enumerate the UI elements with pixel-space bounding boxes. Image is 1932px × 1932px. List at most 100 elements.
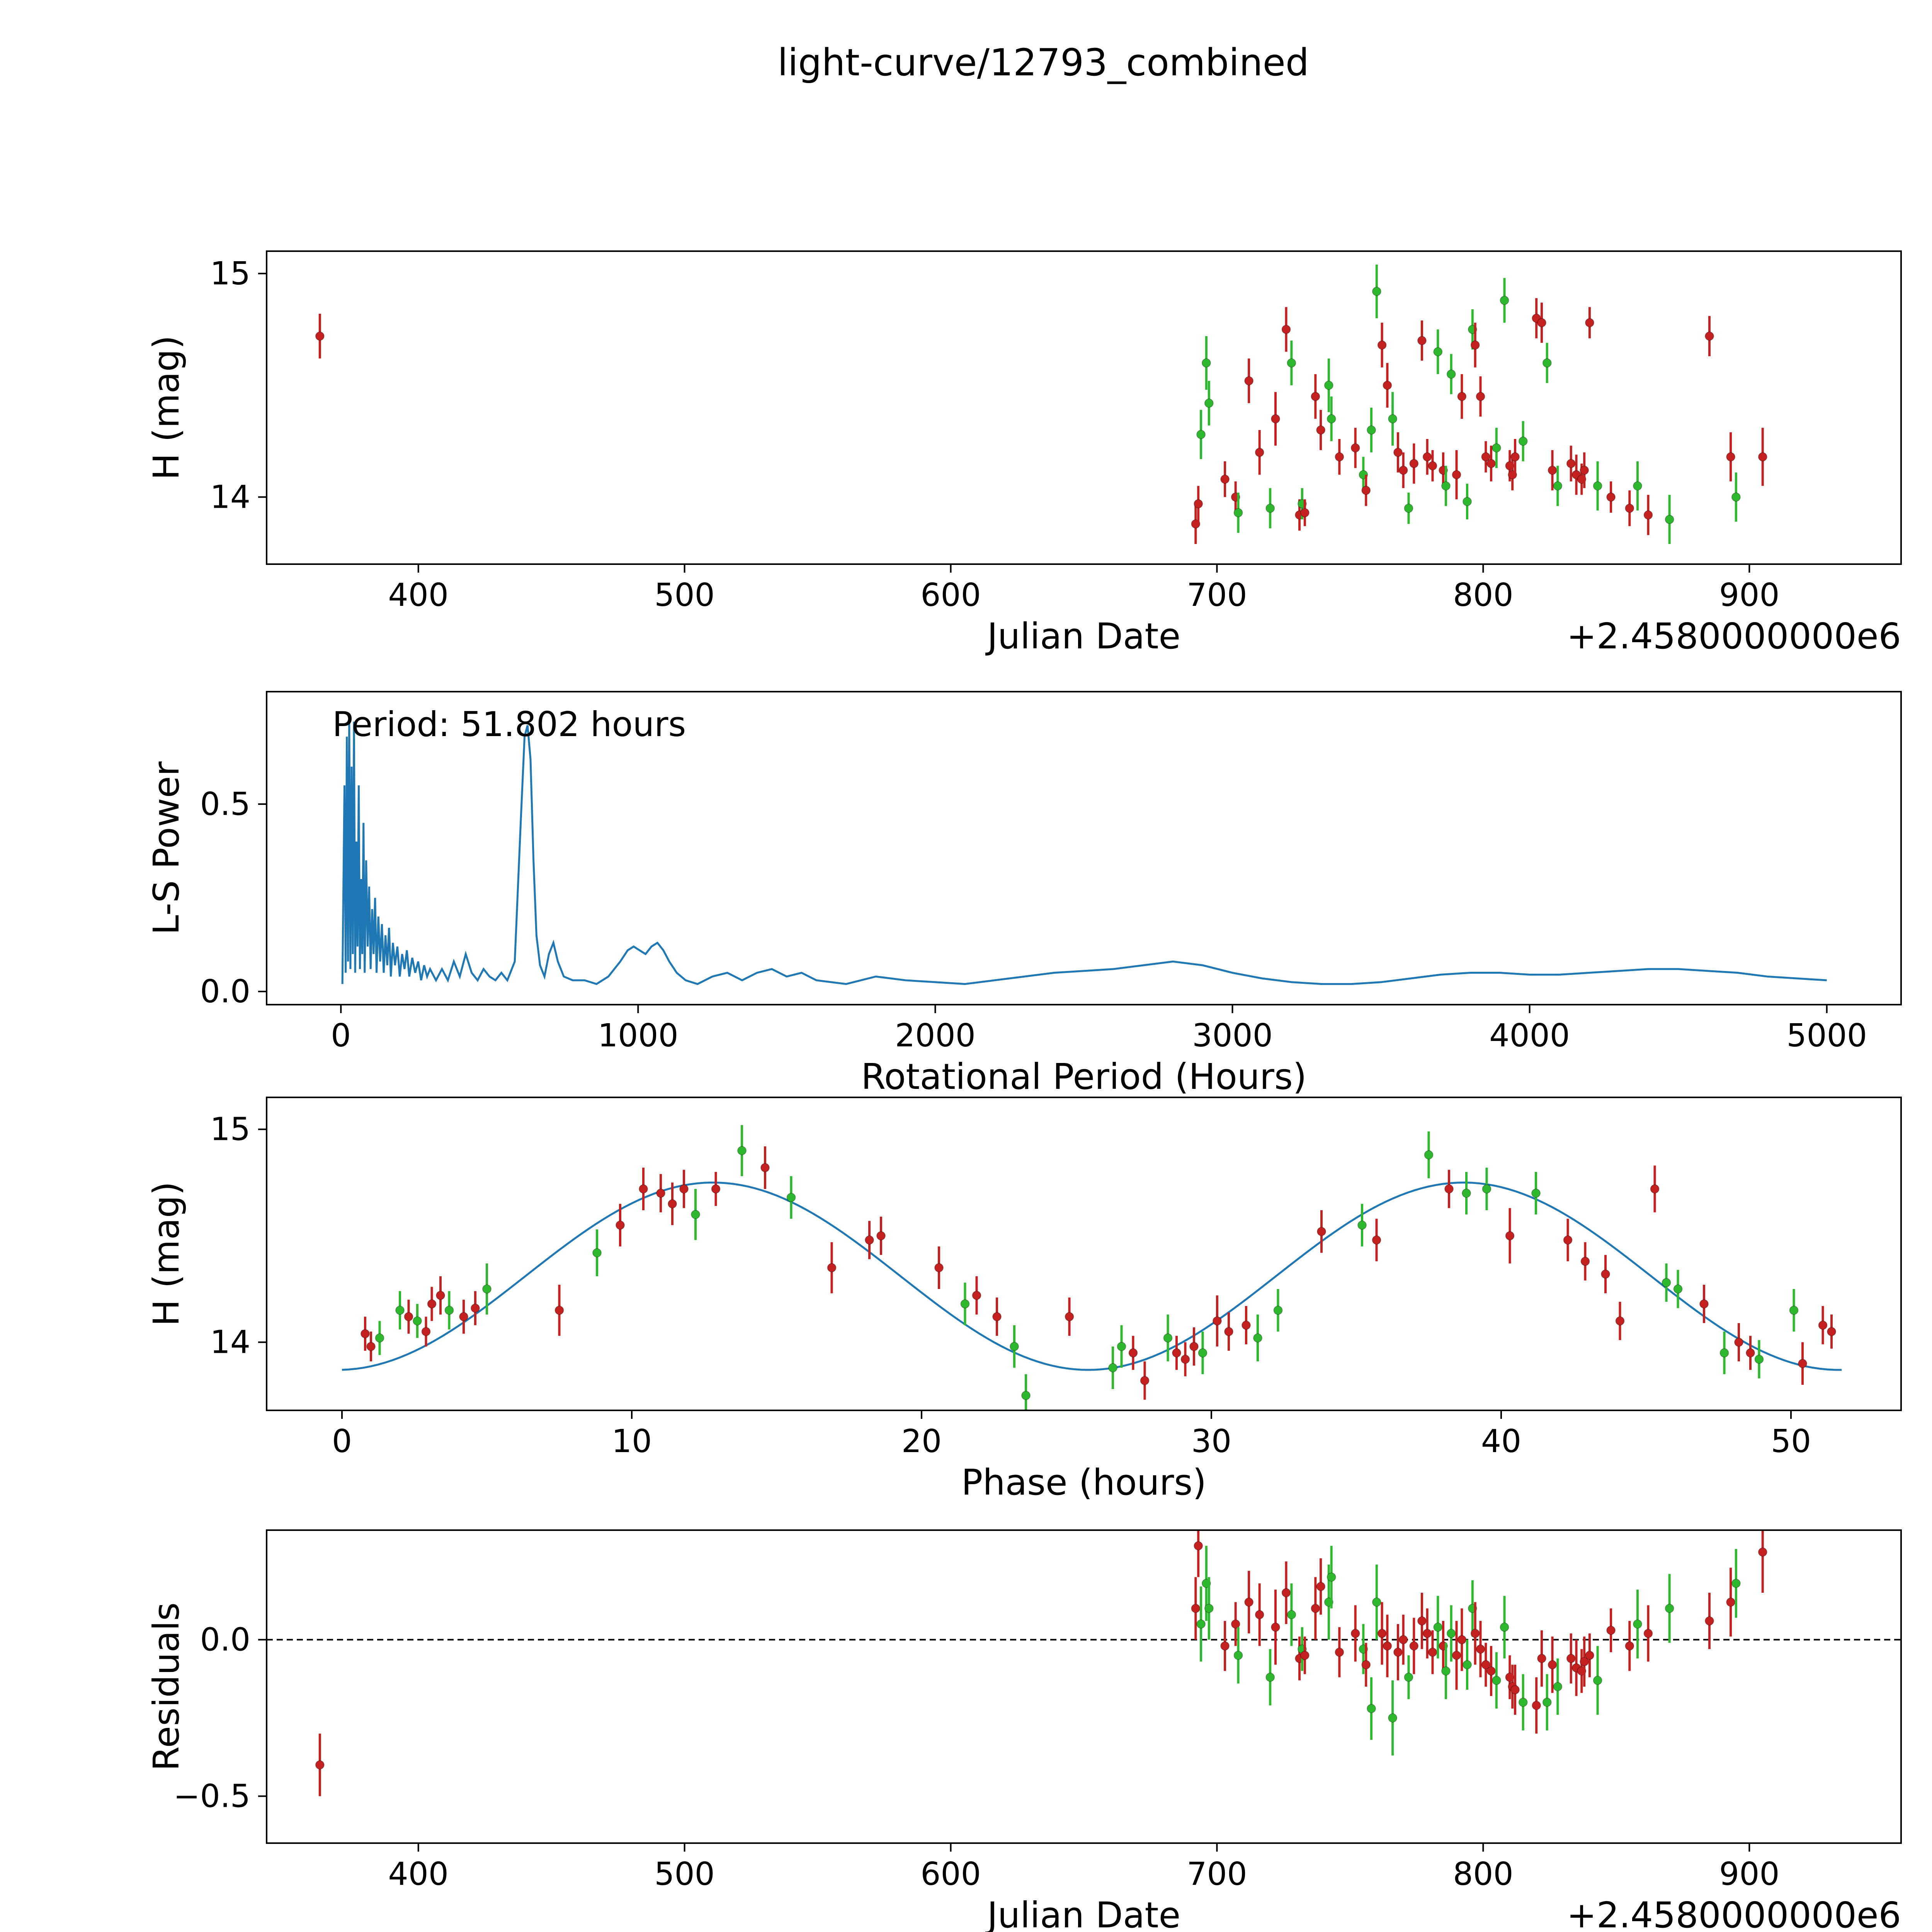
data-point: [1204, 398, 1214, 408]
periodogram-line: [341, 718, 1827, 985]
data-point: [1665, 1604, 1674, 1613]
data-point: [1731, 1578, 1741, 1588]
data-point: [1665, 515, 1674, 524]
data-point: [1444, 1184, 1454, 1194]
data-point: [1585, 318, 1594, 328]
data-point: [1789, 1306, 1799, 1315]
y-axis-label: H (mag): [146, 335, 187, 480]
x-axis-label: Rotational Period (Hours): [861, 1056, 1306, 1097]
data-point: [1194, 499, 1203, 509]
data-point: [1542, 358, 1552, 368]
data-point: [1383, 381, 1392, 390]
data-point: [554, 1306, 564, 1315]
data-point: [1377, 340, 1387, 350]
data-point: [1537, 318, 1546, 328]
data-point: [459, 1312, 468, 1321]
x-tick-label: 500: [654, 577, 715, 614]
x-tick-label: 800: [1453, 1856, 1514, 1893]
data-point: [1140, 1376, 1150, 1385]
x-tick-label: 400: [388, 1856, 449, 1893]
data-point: [1010, 1342, 1019, 1351]
data-point: [1350, 443, 1360, 453]
data-point: [1281, 325, 1291, 334]
data-point: [1388, 414, 1398, 423]
data-point: [1625, 1641, 1634, 1651]
data-point: [404, 1312, 413, 1321]
data-point: [1726, 452, 1736, 462]
data-point: [1316, 1582, 1326, 1591]
data-point: [760, 1163, 770, 1172]
x-tick-label: 4000: [1489, 1017, 1570, 1054]
data-point: [711, 1184, 721, 1194]
data-point: [1593, 1675, 1602, 1685]
data-point: [1615, 1316, 1625, 1326]
data-point: [1404, 503, 1413, 513]
x-tick-label: 700: [1187, 577, 1247, 614]
x-tick-label: 10: [612, 1423, 652, 1460]
data-point: [1220, 474, 1230, 484]
data-point: [1433, 347, 1443, 357]
x-axis-offset-label: +2.4580000000e6: [1567, 1895, 1901, 1932]
data-point: [1580, 466, 1589, 475]
x-tick-label: 5000: [1786, 1017, 1867, 1054]
data-point: [1244, 376, 1254, 386]
data-point: [616, 1220, 625, 1230]
data-point: [366, 1342, 376, 1351]
data-point: [1398, 466, 1408, 475]
data-point: [1719, 1348, 1729, 1358]
x-tick-label: 600: [920, 1856, 981, 1893]
x-tick-label: 700: [1187, 1856, 1247, 1893]
x-axis-offset-label: +2.4580000000e6: [1567, 616, 1901, 657]
data-point: [1500, 1622, 1509, 1632]
x-tick-label: 2000: [895, 1017, 976, 1054]
data-point: [1633, 1619, 1642, 1629]
data-point: [1463, 1660, 1472, 1670]
data-point: [1650, 1184, 1660, 1194]
data-point: [1417, 336, 1427, 345]
data-point: [1532, 1701, 1541, 1710]
data-point: [1606, 1626, 1616, 1635]
data-point: [1231, 1619, 1240, 1629]
x-tick-label: 1000: [598, 1017, 679, 1054]
x-tick-label: 800: [1453, 577, 1514, 614]
data-point: [1172, 1348, 1181, 1358]
x-axis-label: Julian Date: [985, 616, 1180, 657]
data-point: [1300, 1651, 1310, 1660]
data-point: [1422, 1629, 1432, 1638]
data-point: [1476, 1644, 1485, 1654]
data-point: [1510, 1685, 1520, 1695]
data-point: [1563, 1235, 1573, 1245]
data-point: [1566, 459, 1576, 468]
data-point: [1287, 1610, 1296, 1619]
x-tick-label: 900: [1719, 1856, 1780, 1893]
x-tick-label: 0: [331, 1017, 351, 1054]
data-point: [1265, 503, 1275, 513]
axes-frame: [266, 1529, 1902, 1844]
data-point: [1108, 1363, 1117, 1372]
data-point: [1441, 481, 1451, 491]
data-point: [1189, 1342, 1199, 1351]
data-point: [1372, 287, 1381, 296]
data-point: [1242, 1320, 1251, 1330]
data-point: [1452, 470, 1461, 480]
data-point: [1196, 430, 1206, 439]
data-point: [482, 1284, 492, 1294]
y-axis-label: H (mag): [146, 1182, 187, 1327]
data-point: [827, 1263, 837, 1272]
data-point: [1388, 1713, 1398, 1723]
data-point: [1350, 1629, 1360, 1638]
data-point: [1311, 392, 1320, 401]
data-point: [1542, 1697, 1552, 1707]
data-point: [395, 1306, 405, 1315]
data-point: [361, 1329, 370, 1338]
x-tick-label: 900: [1719, 577, 1780, 614]
data-point: [1163, 1333, 1173, 1343]
data-point: [315, 331, 325, 341]
data-point: [1191, 519, 1201, 529]
data-point: [1409, 459, 1419, 468]
data-point: [1271, 414, 1281, 423]
y-axis-label: Residuals: [146, 1602, 187, 1771]
data-point: [1324, 381, 1333, 390]
data-point: [592, 1248, 602, 1258]
data-point: [1335, 1647, 1344, 1657]
